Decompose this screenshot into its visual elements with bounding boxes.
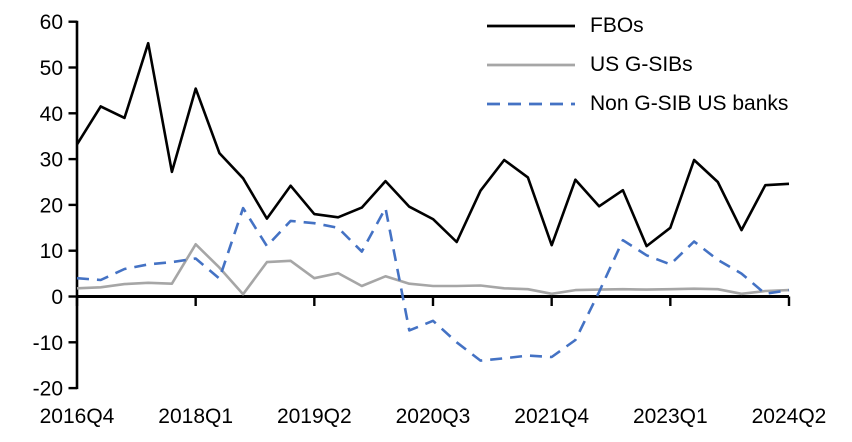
y-axis-label: 30 [40, 149, 63, 172]
series-line-fbos [75, 41, 790, 248]
legend-item-non-gsib: Non G-SIB US banks [487, 84, 788, 123]
y-axis-label: 20 [40, 194, 63, 217]
chart-legend: FBOs US G-SIBs Non G-SIB US banks [487, 6, 788, 123]
x-axis-label: 2016Q4 [40, 405, 115, 428]
legend-label-non-gsib: Non G-SIB US banks [590, 92, 789, 115]
x-axis-label: 2021Q4 [514, 405, 589, 428]
non-gsib-dashed-line-sample-icon [487, 102, 575, 105]
y-axis-label: -10 [33, 332, 63, 355]
y-axis-label: 40 [40, 103, 63, 126]
y-axis-label: 10 [40, 240, 63, 263]
legend-label-fbos: FBOs [590, 14, 644, 37]
legend-item-us-gsibs: US G-SIBs [487, 45, 788, 84]
series-line-us-g-sibs [76, 243, 790, 296]
x-axis-label: 2018Q1 [158, 405, 233, 428]
legend-label-us-gsibs: US G-SIBs [590, 53, 693, 76]
y-axis-label: -20 [33, 378, 63, 401]
series-line-non-g-sib-us-banks [76, 206, 790, 362]
fbos-line-sample-icon [487, 24, 575, 27]
legend-item-fbos: FBOs [487, 6, 788, 45]
y-axis-label: 0 [51, 286, 63, 309]
x-axis-label: 2023Q1 [633, 405, 708, 428]
y-axis-label: 60 [40, 11, 63, 34]
x-axis-label: 2019Q2 [277, 405, 352, 428]
y-axis-label: 50 [40, 57, 63, 80]
x-axis-label: 2024Q2 [752, 405, 827, 428]
x-axis-label: 2020Q3 [396, 405, 471, 428]
us-gsibs-line-sample-icon [487, 63, 575, 66]
